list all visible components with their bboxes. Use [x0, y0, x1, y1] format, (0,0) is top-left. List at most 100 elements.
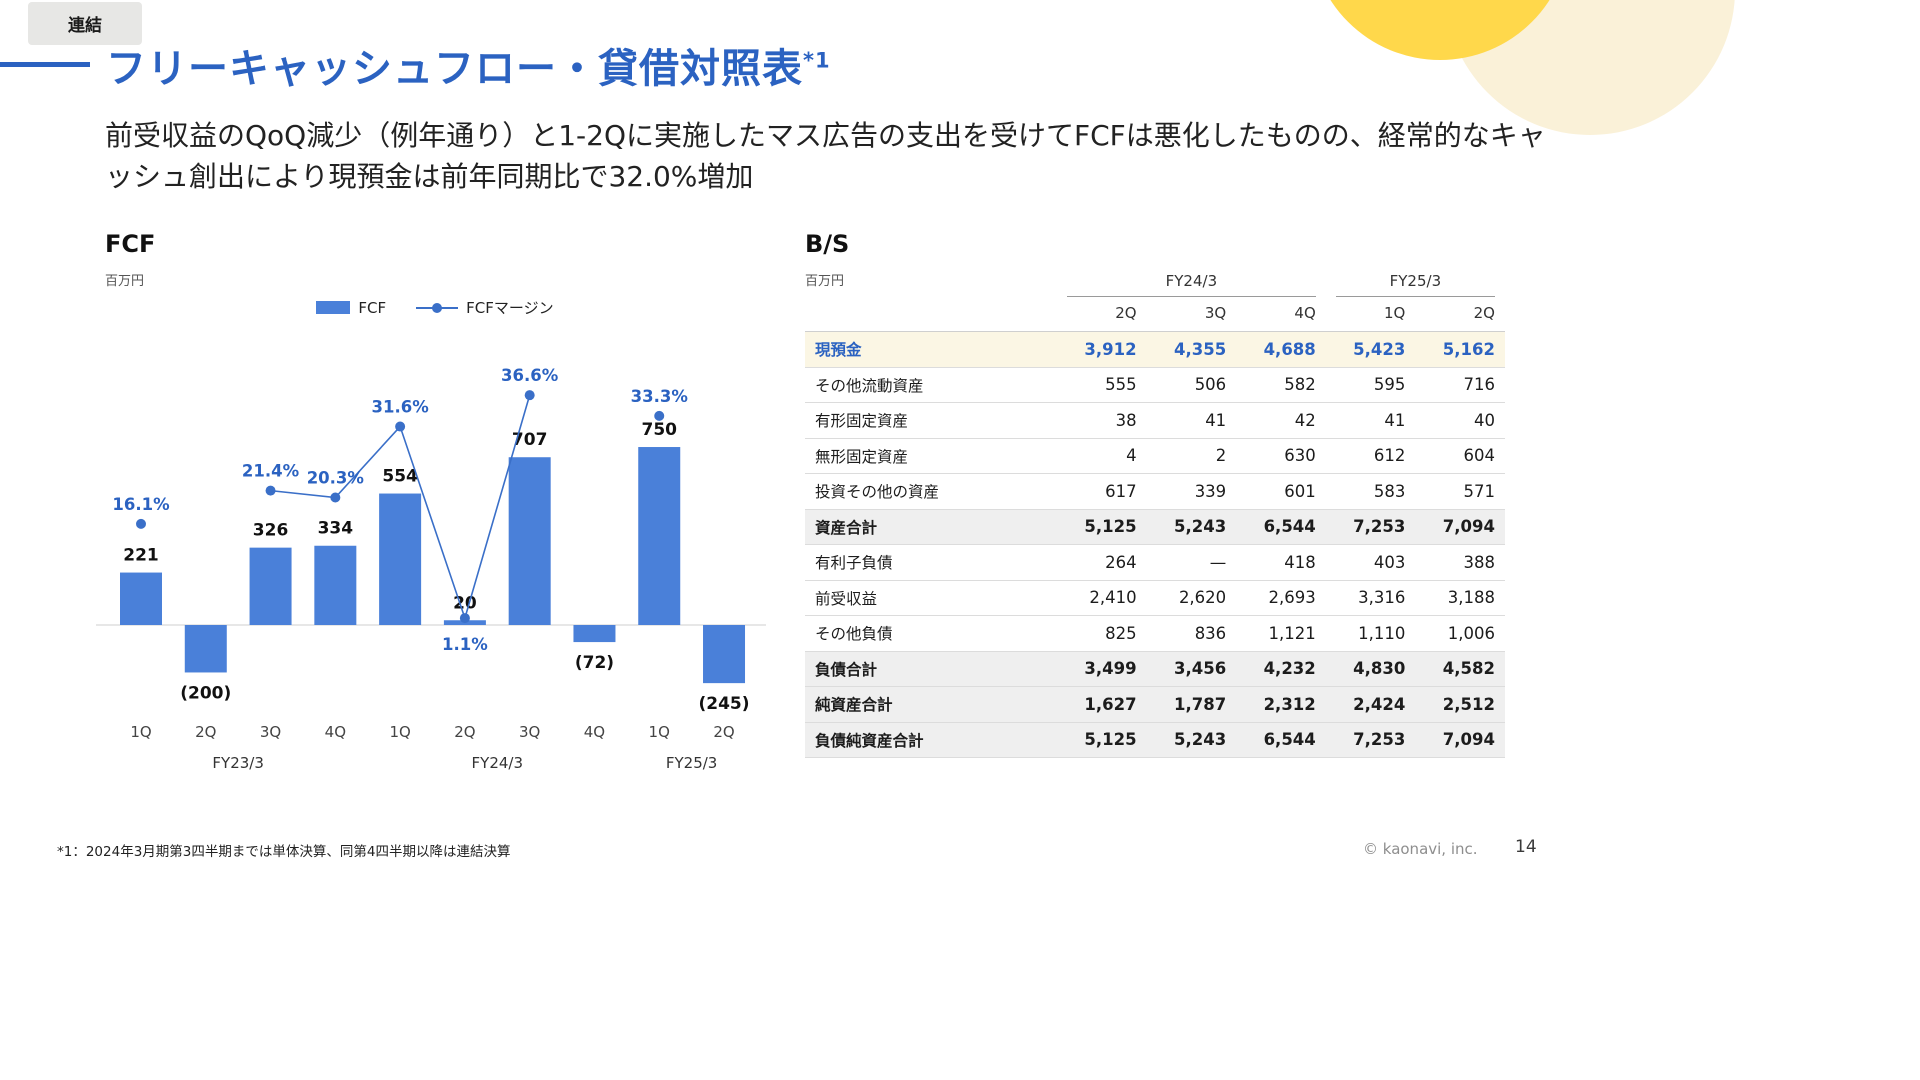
fcf-bar — [703, 625, 746, 684]
table-cell: 2,512 — [1442, 694, 1495, 714]
bs-section-heading: B/S — [805, 230, 850, 258]
bar-swatch-icon — [316, 301, 351, 314]
fcf-bar-value-label: 326 — [253, 521, 289, 541]
fcf-bar-value-label: 334 — [318, 519, 354, 539]
fcf-bar — [573, 625, 616, 643]
quarter-column-header: 4Q — [1236, 297, 1326, 332]
row-label: 有形固定資産 — [815, 412, 909, 431]
table-row: 負債合計 3,499 3,456 4,232 4,830 4,582 — [805, 651, 1505, 687]
row-label: 資産合計 — [815, 518, 878, 537]
table-cell: 2,620 — [1178, 588, 1227, 608]
table-cell: 41 — [1205, 410, 1227, 430]
fcf-section-heading: FCF — [105, 230, 156, 258]
fcf-margin-label: 31.6% — [371, 398, 429, 417]
table-quarter-header-row: 2Q 3Q 4Q 1Q 2Q — [805, 297, 1505, 332]
x-axis-quarter-label: 2Q — [713, 723, 734, 741]
table-cell: 41 — [1384, 410, 1406, 430]
table-cell: 5,125 — [1084, 517, 1137, 537]
fcf-bar-value-label: (245) — [699, 694, 750, 714]
table-cell: 5,423 — [1353, 339, 1406, 359]
fiscal-year-group-header: FY25/3 — [1326, 272, 1505, 297]
x-axis-quarter-label: 2Q — [454, 723, 475, 741]
fcf-bar — [508, 457, 551, 625]
table-row: その他負債 825 836 1,121 1,110 1,006 — [805, 616, 1505, 651]
x-axis-quarter-label: 4Q — [584, 723, 605, 741]
table-cell: 4,582 — [1442, 659, 1495, 679]
table-row: 投資その他の資産 617 339 601 583 571 — [805, 474, 1505, 509]
quarter-column-header: 3Q — [1146, 297, 1237, 332]
legend-item-fcf: FCF — [316, 299, 386, 317]
table-cell: 3,316 — [1358, 588, 1406, 608]
table-row: 純資産合計 1,627 1,787 2,312 2,424 2,512 — [805, 686, 1505, 722]
fcf-chart: 221 (200) 326 334 554 20 707 (72) 750 (245) 16.1% 2… — [96, 366, 766, 772]
x-axis-quarter-label: 1Q — [649, 723, 670, 741]
table-corner-cell — [805, 272, 1057, 297]
x-axis-quarter-label: 4Q — [325, 723, 346, 741]
row-label: 前受収益 — [815, 589, 878, 608]
table-cell: 5,243 — [1173, 517, 1227, 537]
fcf-bar-value-label: (200) — [180, 683, 231, 703]
table-cell: 2,693 — [1268, 588, 1316, 608]
table-cell: 418 — [1284, 552, 1316, 572]
table-cell: 2,410 — [1089, 588, 1137, 608]
page-title-text: フリーキャッシュフロー・貸借対照表 — [106, 46, 803, 92]
table-cell: 388 — [1463, 552, 1496, 572]
table-row: 無形固定資産 4 2 630 612 604 — [805, 438, 1505, 474]
title-accent-line — [0, 62, 90, 67]
table-cell: 1,110 — [1358, 623, 1406, 643]
legend-label-margin: FCFマージン — [466, 299, 554, 317]
chart-legend: FCF FCFマージン — [105, 297, 765, 318]
fcf-margin-dot — [395, 421, 406, 432]
table-cell: 38 — [1115, 410, 1137, 430]
table-cell: 5,243 — [1173, 730, 1227, 750]
fcf-bar-value-label: 20 — [453, 593, 477, 613]
table-cell: 716 — [1463, 375, 1496, 395]
row-label: その他流動資産 — [815, 376, 924, 395]
x-axis-quarter-label: 1Q — [130, 723, 151, 741]
table-cell: 3,912 — [1084, 339, 1137, 359]
table-corner-cell — [805, 297, 1057, 332]
table-cell: 1,627 — [1084, 694, 1137, 714]
table-row: 有形固定資産 38 41 42 41 40 — [805, 403, 1505, 438]
bs-table: FY24/3 FY25/3 2Q 3Q 4Q 1Q 2Q 現預金 3,912 4,355 4,688… — [805, 272, 1505, 758]
table-cell: 595 — [1373, 375, 1406, 395]
fcf-margin-label: 36.6% — [501, 366, 559, 385]
x-axis-group-label: FY23/3 — [212, 754, 263, 772]
table-cell: 601 — [1284, 481, 1316, 501]
table-cell: 555 — [1105, 375, 1137, 395]
fcf-bar-value-label: 221 — [123, 546, 159, 566]
quarter-column-header: 1Q — [1325, 297, 1416, 332]
fcf-margin-dot — [654, 410, 665, 421]
table-cell: 836 — [1194, 623, 1227, 643]
footnote: *1：2024年3月期第3四半期までは単体決算、同第4四半期以降は連結決算 — [57, 844, 511, 860]
row-label: 有利子負債 — [815, 554, 893, 573]
row-label: 純資産合計 — [815, 696, 893, 715]
row-label: 現預金 — [815, 341, 862, 360]
page-number: 14 — [1515, 837, 1537, 857]
legend-item-margin: FCFマージン — [416, 297, 554, 318]
page-title: フリーキャッシュフロー・貸借対照表*1 — [106, 36, 831, 94]
fcf-margin-label: 20.3% — [307, 469, 365, 488]
x-axis-group-label: FY24/3 — [472, 754, 523, 772]
fcf-margin-dot — [330, 492, 341, 503]
fcf-bar-value-label: 750 — [641, 420, 677, 440]
table-cell: 582 — [1284, 375, 1316, 395]
fcf-margin-dot — [459, 613, 470, 624]
copyright: © kaonavi, inc. — [1363, 840, 1478, 858]
table-cell: 2 — [1215, 446, 1227, 466]
table-cell: 4,355 — [1173, 339, 1227, 359]
table-cell: 42 — [1294, 410, 1316, 430]
row-label: 投資その他の資産 — [815, 483, 940, 502]
row-label: 無形固定資産 — [815, 447, 909, 466]
table-cell: 5,125 — [1084, 730, 1137, 750]
table-cell: 2,312 — [1263, 694, 1316, 714]
fcf-margin-dot — [524, 390, 535, 401]
subtitle: 前受収益のQoQ減少（例年通り）と1-2Qに実施したマス広告の支出を受けてFCF… — [105, 119, 1546, 193]
table-row: その他流動資産 555 506 582 595 716 — [805, 367, 1505, 403]
x-axis-quarter-label: 2Q — [195, 723, 216, 741]
quarter-column-header: 2Q — [1415, 297, 1505, 332]
table-cell: 339 — [1194, 481, 1227, 501]
table-cell: — — [1209, 552, 1227, 572]
table-cell: 1,787 — [1173, 694, 1227, 714]
